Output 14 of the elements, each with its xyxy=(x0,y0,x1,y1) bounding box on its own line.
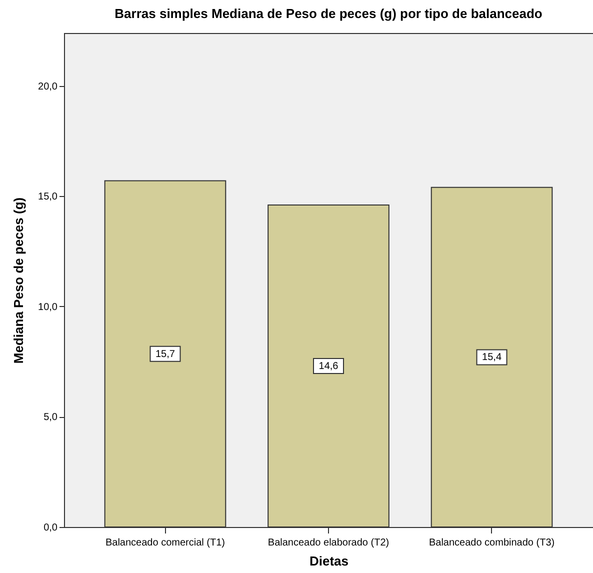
y-tick-label: 20,0 xyxy=(38,81,58,92)
data-label: 14,6 xyxy=(318,361,339,372)
y-tick-label: 0,0 xyxy=(44,522,58,534)
y-axis-title: Mediana Peso de peces (g) xyxy=(11,197,26,364)
data-label: 15,7 xyxy=(155,348,176,360)
x-axis-title: Dietas xyxy=(309,554,349,568)
y-tick-label: 15,0 xyxy=(38,192,58,203)
x-tick-label: Balanceado elaborado (T2) xyxy=(268,538,390,548)
x-tick-label: Balanceado combinado (T3) xyxy=(428,538,555,548)
x-tick-label: Balanceado comercial (T1) xyxy=(105,538,225,548)
y-tick-label: 5,0 xyxy=(44,412,58,424)
y-tick-label: 10,0 xyxy=(38,302,58,313)
chart-title: Barras simples Mediana de Peso de peces (g) por tipo de balanceado xyxy=(114,6,542,21)
data-label: 15,4 xyxy=(482,352,502,364)
